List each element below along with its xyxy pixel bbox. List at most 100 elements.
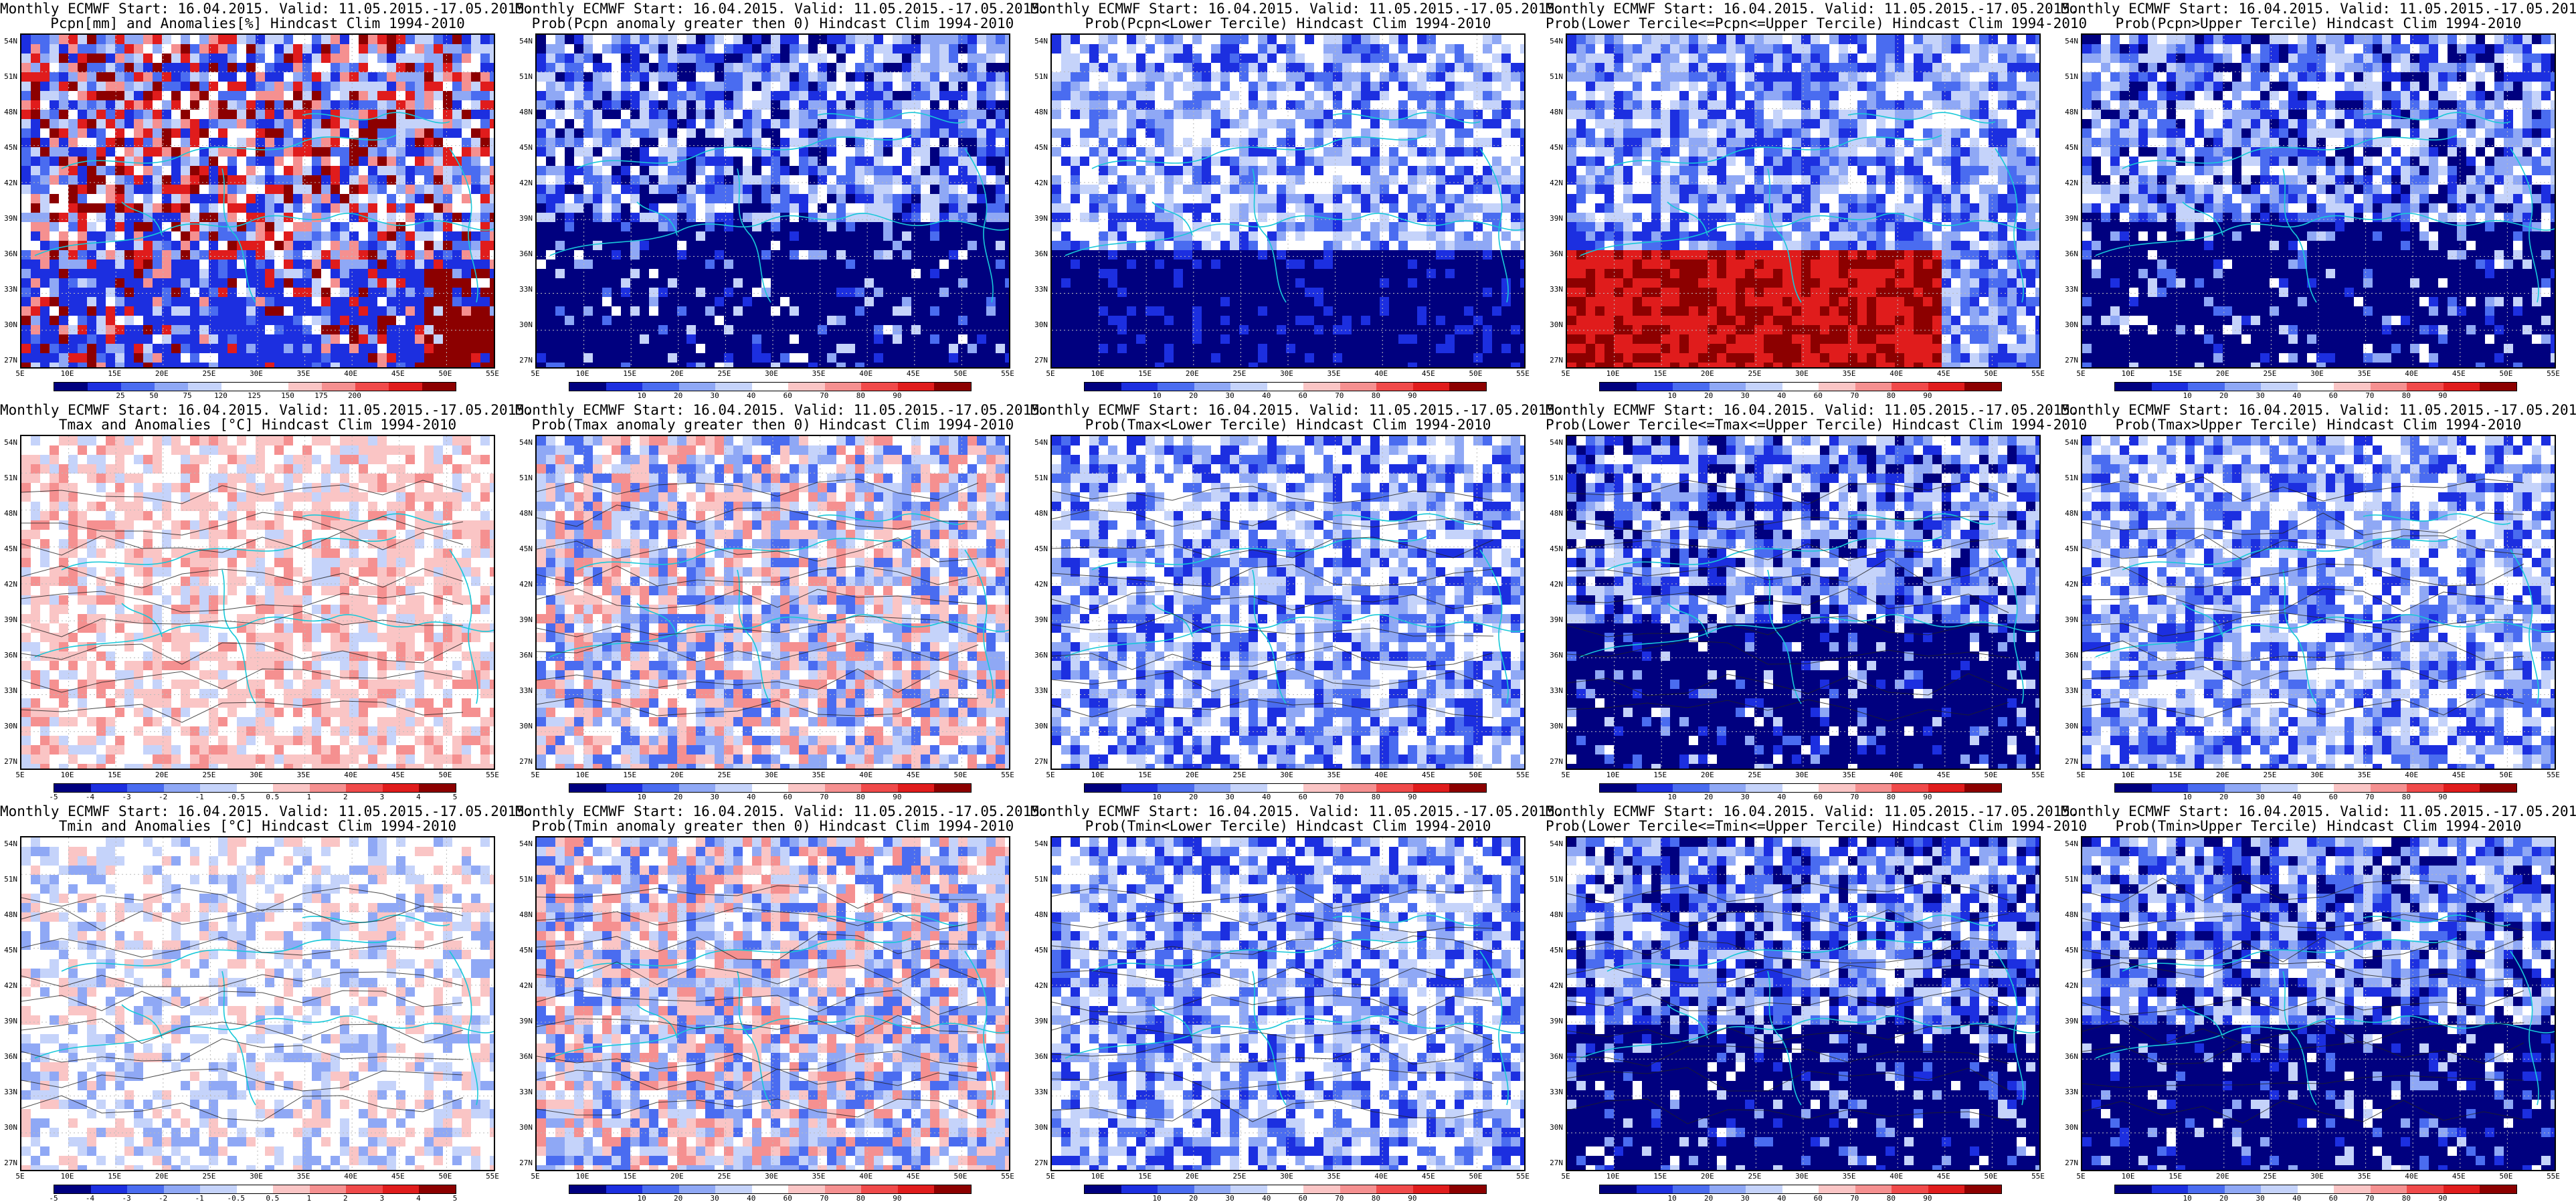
map-plot-area <box>1566 33 2041 369</box>
colorbar-tick-label: 10 <box>1662 391 1682 400</box>
colorbar-segment <box>200 1185 237 1193</box>
longitude-tick-label: 30E <box>246 771 266 779</box>
longitude-tick-label: 40E <box>1886 771 1906 779</box>
colorbar-tick-label: 70 <box>814 1194 834 1203</box>
colorbar-tick-label: 10 <box>1147 793 1167 801</box>
panel-title-line1: Monthly ECMWF Start: 16.04.2015. Valid: … <box>0 804 533 819</box>
colorbar-tick-label: 30 <box>1220 793 1240 801</box>
colorbar-tick-label: 60 <box>1808 1194 1828 1203</box>
longitude-tick-label: 55E <box>1513 369 1533 378</box>
longitude-tick-label: 55E <box>998 1172 1018 1181</box>
colorbar-segment <box>2188 383 2225 391</box>
colorbar-tick-label: 50 <box>144 391 164 400</box>
latitude-tick-label: 45N <box>1544 544 1563 553</box>
longitude-tick-label: 25E <box>2260 771 2280 779</box>
colorbar-segment <box>824 383 862 391</box>
latitude-tick-label: 45N <box>1029 946 1048 955</box>
latitude-tick-label: 27N <box>1029 356 1048 365</box>
field-cells <box>1567 837 2039 1170</box>
longitude-tick-label: 10E <box>573 771 593 779</box>
colorbar-tick-label: 70 <box>1845 793 1865 801</box>
longitude-tick-label: 10E <box>1603 369 1623 378</box>
longitude-tick-label: 5E <box>10 771 30 779</box>
colorbar-segment <box>934 784 972 792</box>
longitude-tick-label: 10E <box>58 369 78 378</box>
longitude-tick-label: 10E <box>2118 771 2138 779</box>
colorbar-segment <box>2151 1185 2189 1193</box>
longitude-tick-label: 5E <box>1040 1172 1061 1181</box>
panel-title: Monthly ECMWF Start: 16.04.2015. Valid: … <box>1546 804 2087 833</box>
longitude-tick-label: 30E <box>1792 369 1812 378</box>
longitude-tick-label: 5E <box>2071 1172 2091 1181</box>
colorbar <box>54 382 456 391</box>
coastline <box>1580 112 2039 303</box>
map-field-svg <box>537 35 1009 367</box>
longitude-tick-label: 50E <box>2496 1172 2516 1181</box>
colorbar-segment <box>2480 383 2517 391</box>
colorbar-tick-label: -0.5 <box>226 1194 246 1203</box>
latitude-tick-label: 30N <box>514 722 533 730</box>
latitude-tick-label: 39N <box>1544 214 1563 223</box>
longitude-tick-label: 40E <box>341 771 361 779</box>
map-plot-area <box>535 435 1010 770</box>
latitude-tick-label: 42N <box>514 179 533 187</box>
longitude-tick-label: 45E <box>903 771 923 779</box>
colorbar-segment <box>1121 1185 1158 1193</box>
colorbar-segment <box>236 1185 274 1193</box>
map-panel: Monthly ECMWF Start: 16.04.2015. Valid: … <box>2061 0 2576 401</box>
longitude-tick-label: 50E <box>1981 369 2001 378</box>
colorbar-tick-label: 10 <box>632 793 652 801</box>
latitude-tick-label: 54N <box>514 839 533 848</box>
longitude-tick-label: 50E <box>950 771 970 779</box>
latitude-tick-label: 48N <box>1029 910 1048 919</box>
latitude-tick-label: 36N <box>0 1052 17 1061</box>
colorbar-segment <box>163 1185 201 1193</box>
latitude-tick-label: 30N <box>2059 320 2078 329</box>
colorbar-tick-label: 80 <box>850 391 870 400</box>
coastline <box>1065 112 1524 303</box>
longitude-tick-label: 55E <box>482 369 502 378</box>
map-plot-area <box>20 836 495 1171</box>
latitude-tick-label: 54N <box>0 37 17 45</box>
colorbar-segment <box>2261 784 2298 792</box>
latitude-tick-label: 42N <box>0 580 17 589</box>
colorbar <box>569 783 972 793</box>
latitude-tick-label: 33N <box>0 285 17 294</box>
colorbar-segment <box>2297 383 2334 391</box>
colorbar-segment <box>1782 784 1819 792</box>
longitude-tick-label: 15E <box>104 1172 124 1181</box>
latitude-tick-label: 39N <box>1029 615 1048 624</box>
latitude-tick-label: 45N <box>2059 946 2078 955</box>
colorbar-tick-label: -1 <box>189 793 209 801</box>
latitude-tick-label: 42N <box>514 981 533 990</box>
map-graticule <box>2082 35 2555 367</box>
coastline <box>549 112 1009 303</box>
latitude-tick-label: 30N <box>0 320 17 329</box>
colorbar-tick-label: 20 <box>668 1194 688 1203</box>
colorbar <box>1599 382 2002 391</box>
latitude-tick-label: 54N <box>0 839 17 848</box>
colorbar-tick-label: 1 <box>299 793 319 801</box>
latitude-tick-label: 48N <box>1029 108 1048 116</box>
colorbar-segment <box>642 784 679 792</box>
longitude-tick-label: 20E <box>1182 1172 1202 1181</box>
panel-title: Monthly ECMWF Start: 16.04.2015. Valid: … <box>2061 403 2576 432</box>
latitude-tick-label: 48N <box>1029 509 1048 518</box>
panel-title-line2: Pcpn[mm] and Anomalies[%] Hindcast Clim … <box>0 16 515 31</box>
colorbar-tick-label: 1 <box>299 1194 319 1203</box>
longitude-tick-label: 40E <box>856 1172 876 1181</box>
coastline <box>2095 513 2555 704</box>
colorbar-tick-label: -4 <box>80 793 100 801</box>
longitude-tick-label: 50E <box>950 369 970 378</box>
map-graticule <box>1567 837 2039 1170</box>
latitude-tick-label: 36N <box>1544 651 1563 660</box>
longitude-tick-label: 35E <box>294 771 314 779</box>
colorbar-segment <box>1964 1185 2002 1193</box>
longitude-tick-label: 15E <box>620 369 640 378</box>
colorbar-tick-label: 80 <box>850 1194 870 1203</box>
longitude-tick-label: 45E <box>2449 369 2469 378</box>
colorbar-tick-label: 80 <box>2396 793 2416 801</box>
latitude-tick-label: 33N <box>0 686 17 695</box>
colorbar-segment <box>54 784 91 792</box>
longitude-tick-label: 5E <box>1040 771 1061 779</box>
